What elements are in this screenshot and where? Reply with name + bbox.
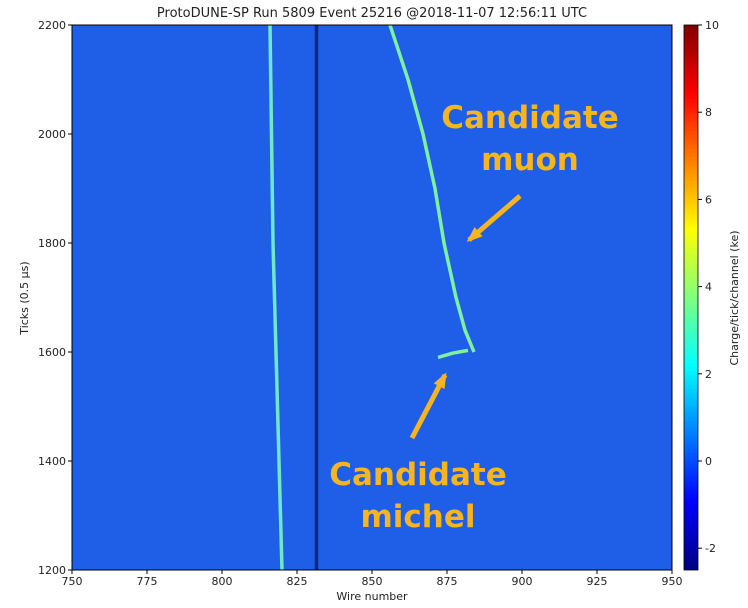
colorbar-tick-label: 10 (705, 19, 719, 32)
colorbar-tick-label: 2 (705, 368, 712, 381)
track (437, 348, 469, 360)
colorbar-tick-label: -2 (705, 542, 716, 555)
annotation-text: Candidate (441, 100, 619, 136)
colorbar-tick-label: 8 (705, 106, 712, 119)
colorbar-tick-label: 6 (705, 193, 712, 206)
annotation-text: Candidate (329, 457, 507, 493)
x-tick-label: 800 (212, 575, 233, 588)
y-tick-label: 2000 (38, 128, 66, 141)
x-tick-label: 950 (662, 575, 683, 588)
x-tick-label: 925 (587, 575, 608, 588)
arrow-head (466, 227, 483, 242)
x-tick-label: 900 (512, 575, 533, 588)
colorbar (683, 24, 699, 571)
chart-title: ProtoDUNE-SP Run 5809 Event 25216 @2018-… (157, 6, 587, 21)
y-axis-label: Ticks (0.5 µs) (18, 261, 31, 335)
y-tick-label: 2200 (38, 19, 66, 32)
track (268, 24, 284, 571)
x-tick-label: 750 (62, 575, 83, 588)
annotation-text: muon (481, 142, 579, 178)
y-tick-label: 1400 (38, 455, 66, 468)
x-tick-label: 850 (362, 575, 383, 588)
x-tick-label: 775 (137, 575, 158, 588)
colorbar-label: Charge/tick/channel (ke) (728, 230, 741, 365)
annotation-text: michel (360, 499, 475, 535)
track (388, 24, 476, 353)
y-tick-label: 1600 (38, 346, 66, 359)
y-tick-label: 1800 (38, 237, 66, 250)
x-axis-label: Wire number (336, 590, 408, 603)
colorbar-tick-label: 0 (705, 455, 712, 468)
x-tick-label: 875 (437, 575, 458, 588)
plot-background (72, 25, 672, 570)
arrow-head (433, 372, 447, 389)
colorbar-tick-label: 4 (705, 281, 712, 294)
y-tick-label: 1200 (38, 564, 66, 577)
x-tick-label: 825 (287, 575, 308, 588)
